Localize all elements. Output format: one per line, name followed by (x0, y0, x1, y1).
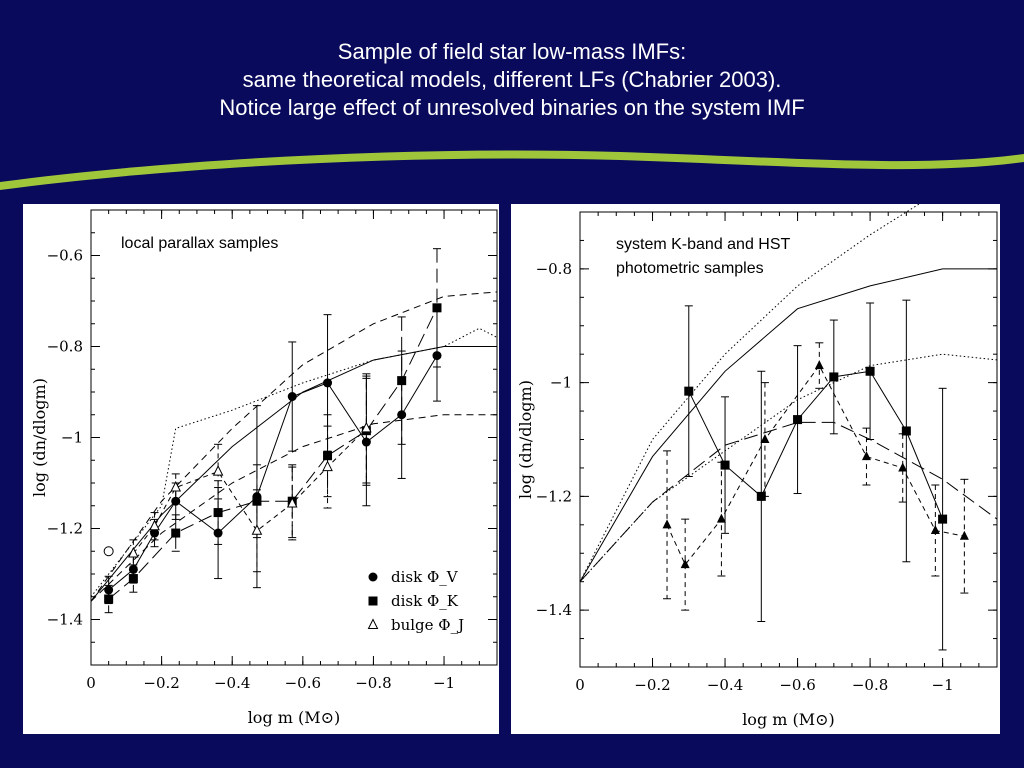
right-chart-x-tick-label: 0 (575, 676, 585, 694)
right-chart-series-0-line (688, 370, 944, 520)
left-legend-label: disk Φ_K (391, 592, 459, 610)
left-chart-series-1 (104, 248, 442, 614)
left-chart-x-tick-label: −1 (433, 674, 455, 692)
left-chart-panel: 0 −0.2 −0.4 −0.6 −0.8 −1 −1.4 −1.2 −1 −0.8 −0.6 log… (23, 204, 499, 734)
right-chart-title-line-1: system K-band and HST (616, 236, 791, 253)
left-chart-x-tick-label: −0.8 (355, 674, 391, 692)
right-chart-model-curve-solid (579, 268, 997, 582)
left-chart-series-1-point (397, 376, 407, 386)
right-chart-series-1-point (930, 525, 940, 534)
right-chart-y-tick-label: −1.4 (536, 601, 572, 619)
left-chart-y-tick-label: −1 (61, 429, 83, 447)
left-chart-series-1-point (171, 528, 181, 538)
right-chart-series-0 (684, 299, 948, 651)
left-chart-series-1-point (128, 574, 138, 584)
right-chart-series-0-point (865, 366, 875, 376)
left-chart-svg: 0 −0.2 −0.4 −0.6 −0.8 −1 −1.4 −1.2 −1 −0.8 −0.6 log… (30, 209, 498, 727)
decorative-swoosh (0, 150, 1024, 190)
right-chart-x-tick-label: −0.4 (707, 676, 743, 694)
left-chart-model-curve-dotted (90, 327, 498, 598)
left-chart-series-0-point (323, 378, 333, 388)
right-chart-x-tick-label: −0.2 (634, 676, 670, 694)
right-chart-series-1-line (666, 364, 965, 566)
left-chart-y-tick-label: −1.4 (47, 611, 83, 629)
right-chart-series-1-point (680, 559, 690, 569)
left-legend-label: disk Φ_V (391, 568, 459, 586)
right-chart-series-1-point (814, 360, 824, 370)
left-legend-marker (368, 596, 378, 606)
right-chart-model-curve-dotted (579, 353, 998, 583)
left-chart-x-tick-label: −0.4 (214, 674, 250, 692)
right-chart-series-0-point (720, 460, 730, 470)
right-chart-series-0-point (793, 415, 803, 425)
left-chart-series-2-point (251, 524, 263, 535)
right-chart-panel: 0 −0.2 −0.4 −0.6 −0.8 −1 −1.4 −1.2 −1 −0.8 log m (… (511, 204, 1000, 734)
left-chart-series-2-point (149, 519, 160, 531)
left-chart-y-tick-label: −1.2 (47, 520, 83, 538)
left-chart-series-2-point (322, 460, 333, 472)
title-line-2: same theoretical models, different LFs (… (242, 67, 782, 92)
right-chart-series-1-point (716, 513, 726, 523)
right-chart-svg: 0 −0.2 −0.4 −0.6 −0.8 −1 −1.4 −1.2 −1 −0.8 log m (… (516, 204, 998, 729)
right-chart-series-1-point (959, 530, 969, 540)
right-chart-y-tick-label: −1 (550, 374, 572, 392)
right-chart-y-tick-label: −0.8 (536, 260, 572, 278)
left-chart-x-tick-label: −0.6 (285, 674, 321, 692)
left-chart-model-curve-dashed (90, 414, 497, 602)
left-chart-x-tick-label: −0.2 (143, 674, 179, 692)
left-chart-y-axis-label: log (dn/dlogm) (30, 378, 49, 497)
left-chart-series-2-point (286, 496, 298, 508)
right-chart-x-tick-label: −0.8 (852, 676, 888, 694)
title-line-3: Notice large effect of unresolved binari… (219, 95, 805, 120)
left-chart-series-3-point (103, 546, 114, 557)
left-chart-x-tick-label: 0 (86, 674, 96, 692)
left-chart-series-1-point (104, 594, 114, 604)
right-chart-title-line-2: photometric samples (616, 260, 764, 277)
right-chart-x-axis-label: log m (M⊙) (742, 710, 835, 729)
left-chart-series-0-point (287, 392, 297, 402)
right-chart-series-1-point (662, 519, 672, 529)
right-chart-x-tick-label: −1 (932, 676, 954, 694)
left-chart-series-3 (103, 546, 114, 557)
left-chart-series-0-line (108, 355, 438, 591)
left-chart-series-2 (128, 373, 372, 573)
right-chart-y-axis-label: log (dn/dlogm) (516, 380, 535, 499)
right-chart-model-curve-long-dash (579, 421, 998, 583)
slide-title: Sample of field star low-mass IMFs: same… (0, 38, 1024, 122)
left-chart-series-2-point (212, 465, 224, 476)
right-chart-x-tick-label: −0.6 (779, 676, 815, 694)
left-legend-marker (368, 572, 378, 582)
left-chart-series-1-point (213, 508, 223, 518)
left-chart-series-1-line (108, 307, 438, 600)
right-chart-series-1 (662, 342, 969, 611)
left-chart-series-2-point (361, 421, 372, 433)
right-chart-series-0-point (938, 514, 948, 524)
left-chart-x-axis-label: log m (M⊙) (248, 708, 341, 727)
left-chart-series-1-point (432, 303, 442, 313)
right-chart-series-1-point (861, 451, 871, 461)
right-chart-series-1-point (760, 434, 770, 443)
left-chart-series-0 (104, 309, 442, 605)
left-chart-y-tick-label: −0.8 (47, 338, 83, 356)
right-chart-series-0-point (829, 372, 839, 382)
left-chart-series-2-point (128, 546, 139, 558)
left-chart-series-2-line (133, 428, 367, 554)
left-chart-title: local parallax samples (121, 235, 278, 252)
left-chart-model-curve-dashed (90, 291, 498, 602)
right-chart-y-tick-label: −1.2 (536, 487, 572, 505)
left-legend-marker (367, 618, 379, 629)
left-chart-series-2-point (170, 480, 182, 492)
right-chart-series-1-point (898, 462, 908, 472)
right-chart-series-0-point (684, 386, 694, 396)
left-chart-y-tick-label: −0.6 (47, 247, 83, 265)
left-chart-model-curve-solid (90, 346, 497, 602)
left-chart-series-0-point (397, 410, 407, 420)
right-chart-series-0-point (901, 426, 911, 436)
left-legend-label: bulge Φ_J (391, 616, 464, 634)
title-line-1: Sample of field star low-mass IMFs: (337, 39, 687, 64)
